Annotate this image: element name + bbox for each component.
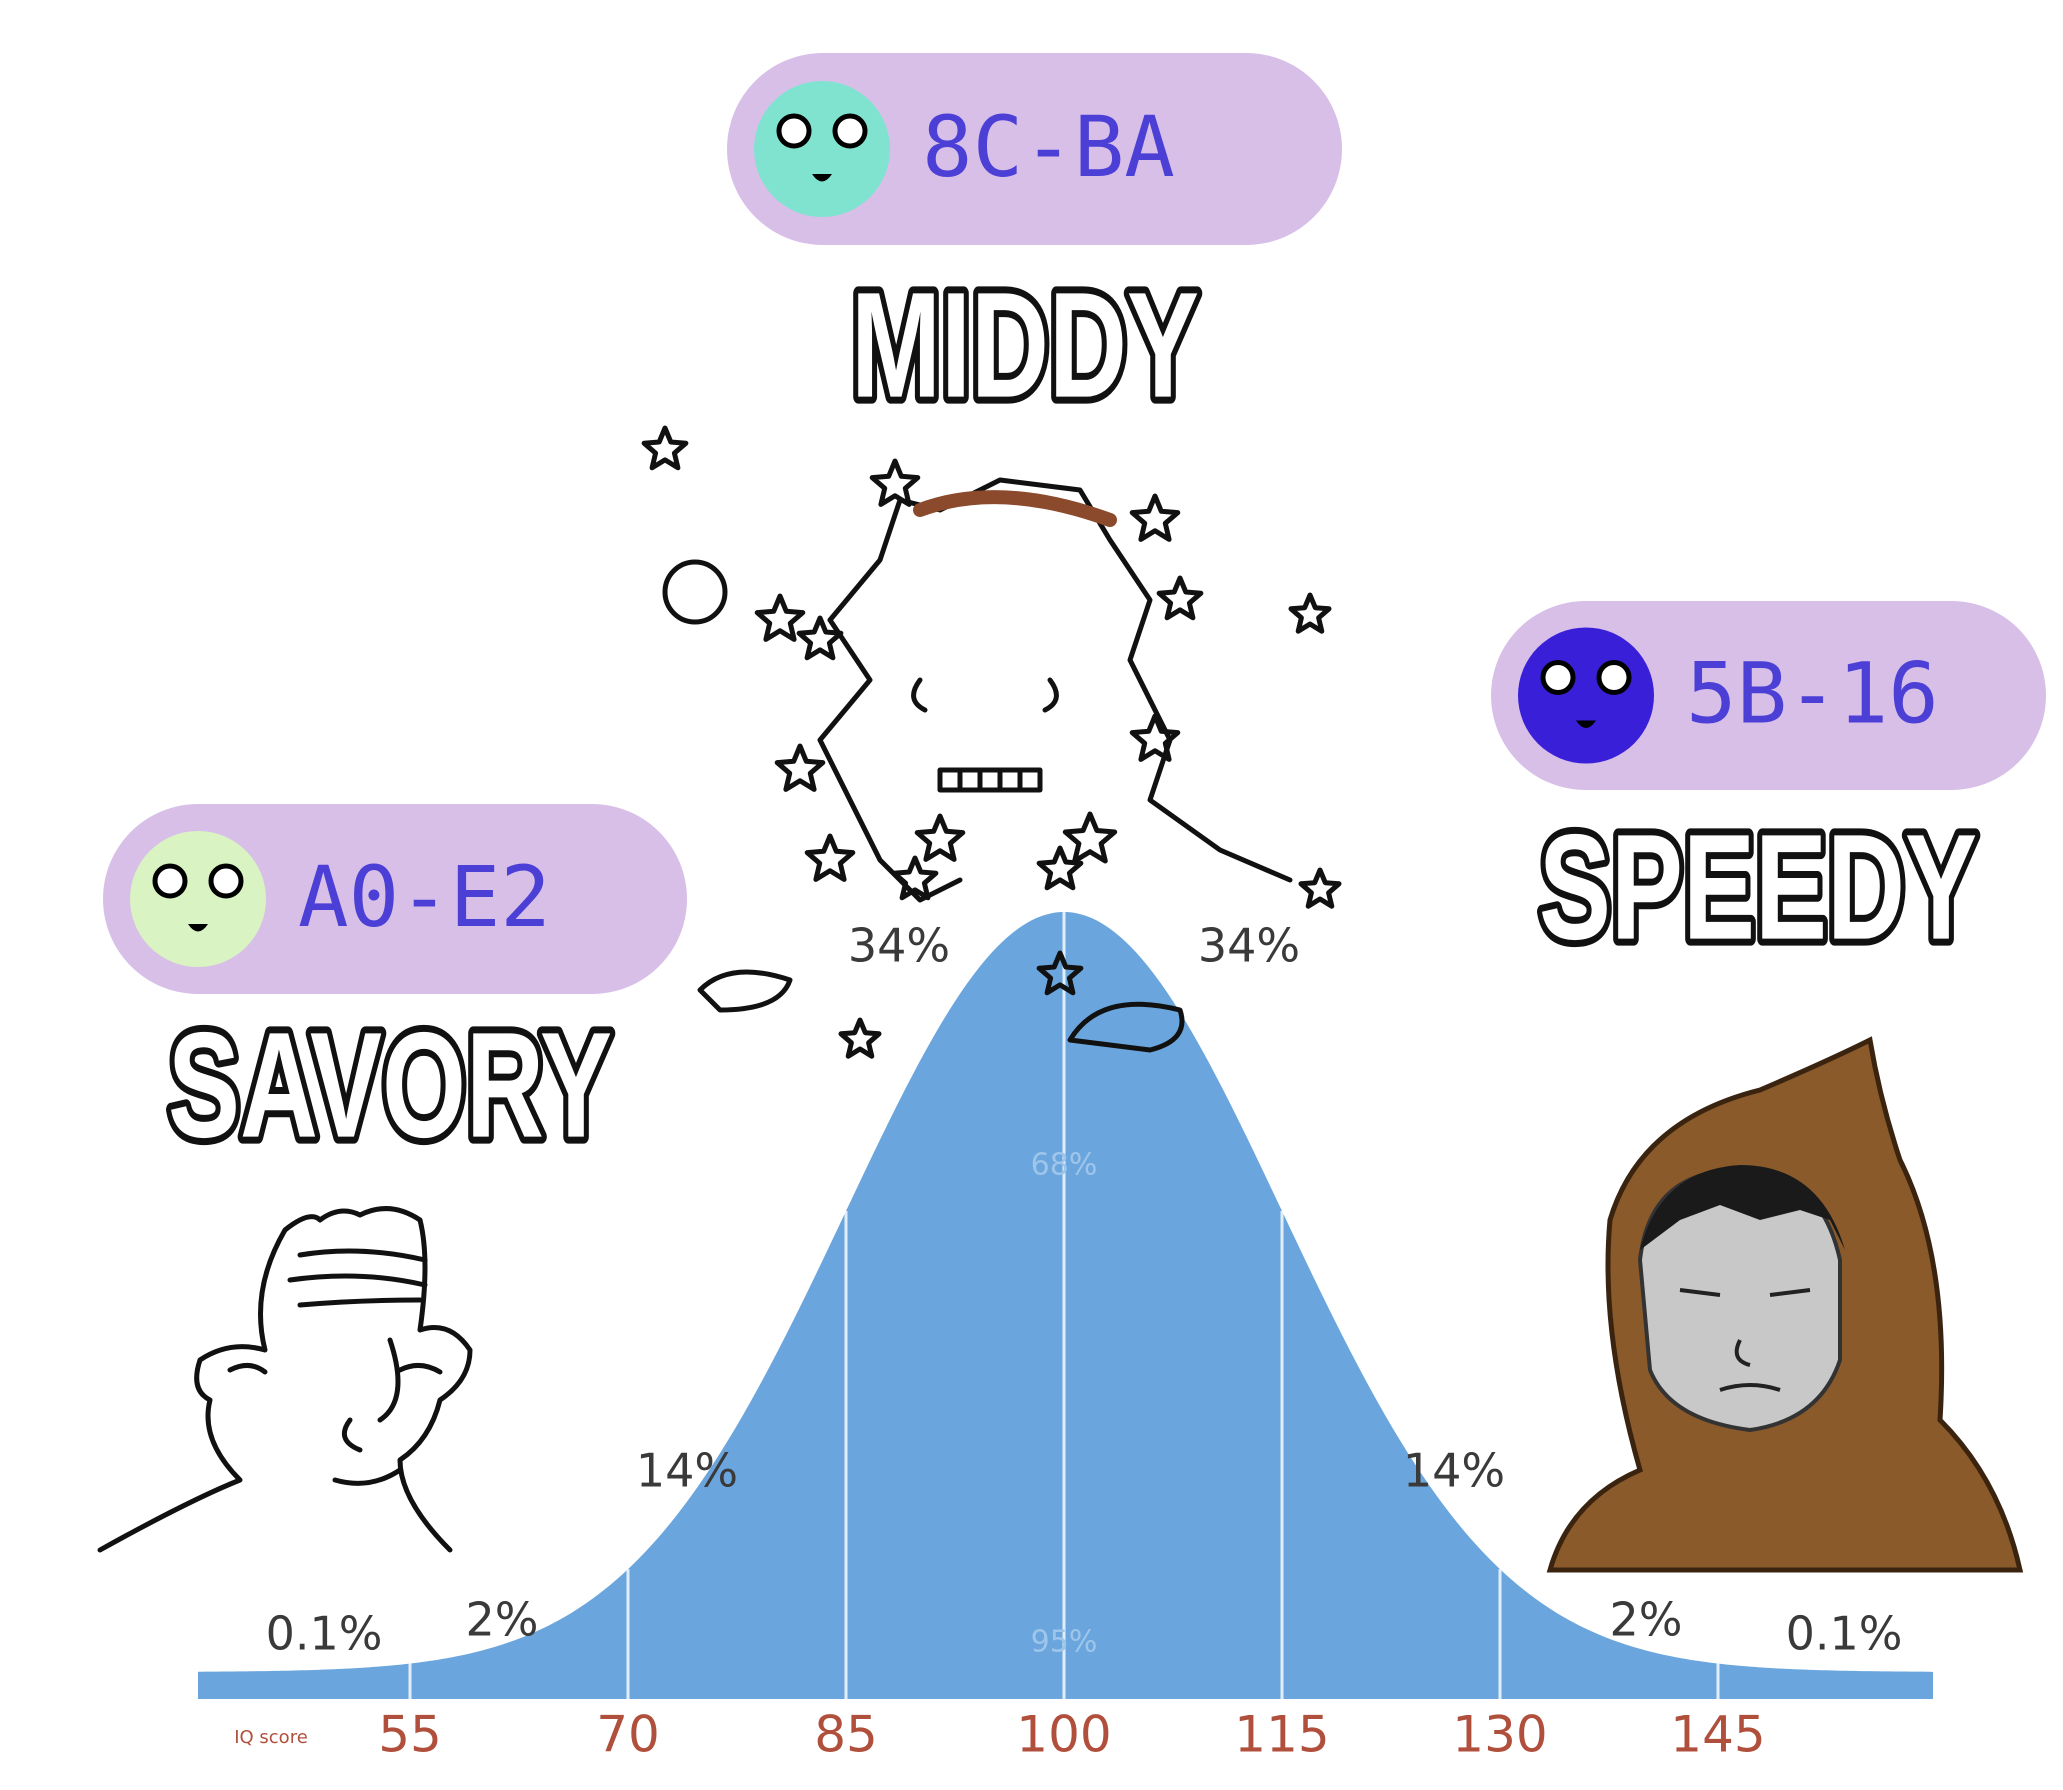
avatar-face [1518, 627, 1654, 764]
star [1156, 575, 1204, 621]
star [869, 458, 921, 507]
avatar-mouth [188, 924, 208, 932]
star [774, 743, 826, 792]
percent-label: 14% [1403, 1444, 1505, 1498]
percent-label: 34% [848, 919, 950, 973]
star [804, 833, 856, 882]
x-tick-label: 115 [1234, 1706, 1329, 1764]
avatar-mouth [1576, 720, 1596, 728]
bell-curve: 55 70 85 100 115 130 145 IQ score 34% 34% 68% 14% 14… [198, 912, 1933, 1764]
star [796, 615, 844, 661]
badge-pill [727, 53, 1342, 245]
percent-label: 2% [1610, 1593, 1683, 1647]
avatar-eye [776, 113, 812, 149]
badge-code: A0-E2 [298, 848, 551, 946]
star [914, 813, 966, 862]
x-tick-label: 85 [814, 1706, 878, 1764]
avatar-eye [832, 113, 868, 149]
character-name: SPEEDY [1539, 803, 1977, 971]
x-tick-label: 130 [1452, 1706, 1547, 1764]
badge-code: 8C-BA [922, 98, 1175, 196]
star [891, 855, 939, 901]
axis-title: IQ score [234, 1727, 308, 1748]
x-tick-label: 145 [1670, 1706, 1765, 1764]
star [641, 425, 689, 471]
star [1298, 867, 1342, 909]
savory-drawing [97, 1206, 473, 1553]
percent-label: 0.1% [266, 1607, 383, 1661]
star [754, 593, 806, 642]
x-tick-label: 70 [596, 1706, 660, 1764]
badges: 8C-BA MIDDY 5B-16 SPEEDY A0-E2 SAVORY [103, 53, 2046, 1175]
speedy-drawing [1546, 1036, 2024, 1573]
avatar-eye [1540, 660, 1576, 695]
percent-label: 68% [1031, 1148, 1098, 1183]
avatar-eye [152, 863, 188, 899]
character-name: MIDDY [851, 261, 1199, 429]
star [1036, 950, 1084, 996]
star [1288, 592, 1332, 634]
x-tick-label: 100 [1016, 1706, 1111, 1764]
badge-pill [103, 804, 687, 994]
avatar-face [130, 831, 266, 967]
percent-label: 0.1% [1786, 1607, 1903, 1661]
percent-label: 34% [1198, 919, 1300, 973]
avatar-eye [1596, 660, 1632, 695]
character-name: SAVORY [168, 1001, 612, 1169]
avatar-eye [208, 863, 244, 899]
x-tick-label: 55 [378, 1706, 442, 1764]
badge-code: 5B-16 [1686, 644, 1939, 742]
percent-label: 95% [1031, 1625, 1098, 1660]
star [1129, 713, 1181, 762]
percent-label: 14% [636, 1444, 738, 1498]
star [838, 1017, 882, 1059]
star [1062, 811, 1118, 864]
middy-drawing [641, 425, 1342, 1059]
avatar-face [754, 81, 890, 217]
percent-label: 2% [466, 1593, 539, 1647]
star [1036, 845, 1084, 891]
avatar-mouth [812, 174, 832, 182]
star [1129, 493, 1181, 542]
